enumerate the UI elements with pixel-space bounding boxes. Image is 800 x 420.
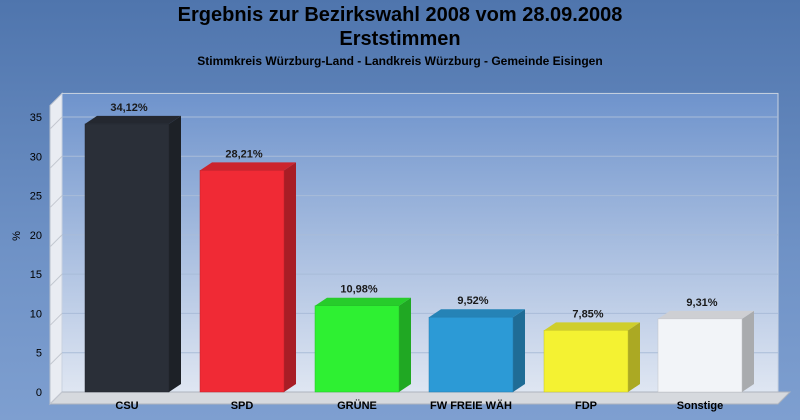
bar-top xyxy=(544,322,640,331)
bar xyxy=(543,330,629,393)
x-tick-label: FDP xyxy=(575,400,597,412)
y-tick-label: 0 xyxy=(36,387,42,399)
gridline-side xyxy=(49,273,63,287)
bar xyxy=(657,318,743,393)
bar-side xyxy=(742,310,754,392)
y-tick-label: 10 xyxy=(30,308,42,320)
chart-subtitle: Erststimmen xyxy=(339,28,461,50)
gridline-side xyxy=(49,352,63,366)
bar-value-label: 9,31% xyxy=(686,297,717,309)
bar-side xyxy=(628,322,640,392)
y-tick-label: 20 xyxy=(30,230,42,242)
gridline-side xyxy=(49,391,63,405)
bar-top xyxy=(85,115,181,124)
bar-top xyxy=(429,309,525,318)
gridline-side xyxy=(49,116,63,130)
x-tick-label: GRÜNE xyxy=(337,399,377,412)
bar-group: 10,98% xyxy=(314,284,411,393)
bar xyxy=(314,305,400,393)
bar-top xyxy=(658,310,754,319)
bars: 34,12% 28,21% 10,98% 9,52% 7,85% 9,31% xyxy=(84,102,754,393)
x-axis: CSU SPD GRÜNE FW FREIE WÄH FDP Sonstige xyxy=(115,399,723,412)
plot-side-wall xyxy=(49,92,63,406)
y-tick-label: 35 xyxy=(30,112,42,124)
gridline-side xyxy=(49,234,63,248)
y-axis-label: % xyxy=(11,231,23,241)
bar-top xyxy=(200,162,296,171)
bar-group: 9,52% xyxy=(428,295,525,393)
plot-area xyxy=(48,92,792,406)
bar-value-label: 28,21% xyxy=(225,148,263,160)
chart-caption: Stimmkreis Würzburg-Land - Landkreis Wür… xyxy=(197,54,603,68)
y-tick-label: 25 xyxy=(30,191,42,203)
gridline-side xyxy=(49,313,63,326)
bar-value-label: 34,12% xyxy=(110,102,148,114)
bar-side xyxy=(513,309,525,392)
y-tick-label: 30 xyxy=(30,151,42,163)
bar-group: 7,85% xyxy=(543,308,640,393)
bar-group: 9,31% xyxy=(657,297,754,393)
bar xyxy=(84,123,170,393)
y-tick-label: 15 xyxy=(30,269,42,281)
x-tick-label: FW FREIE WÄH xyxy=(430,399,512,412)
gridline-side xyxy=(49,195,63,208)
bar xyxy=(199,170,285,393)
bar-value-label: 9,52% xyxy=(457,295,488,307)
bar-value-label: 10,98% xyxy=(340,284,378,296)
y-axis: 0 5 10 15 20 25 30 35 xyxy=(30,112,42,399)
bar-group: 28,21% xyxy=(199,148,296,393)
bar-side xyxy=(284,162,296,392)
bar-side xyxy=(169,115,181,393)
x-tick-label: SPD xyxy=(231,400,254,412)
bar-side xyxy=(399,297,411,392)
bar-top xyxy=(315,297,411,306)
y-tick-label: 5 xyxy=(36,348,42,360)
bar-group: 34,12% xyxy=(84,102,181,393)
gridline-side xyxy=(49,155,63,169)
bar-value-label: 7,85% xyxy=(572,308,603,320)
x-tick-label: CSU xyxy=(115,400,138,412)
chart-title: Ergebnis zur Bezirkswahl 2008 vom 28.09.… xyxy=(177,4,623,26)
bar xyxy=(428,316,514,393)
x-tick-label: Sonstige xyxy=(677,400,723,412)
